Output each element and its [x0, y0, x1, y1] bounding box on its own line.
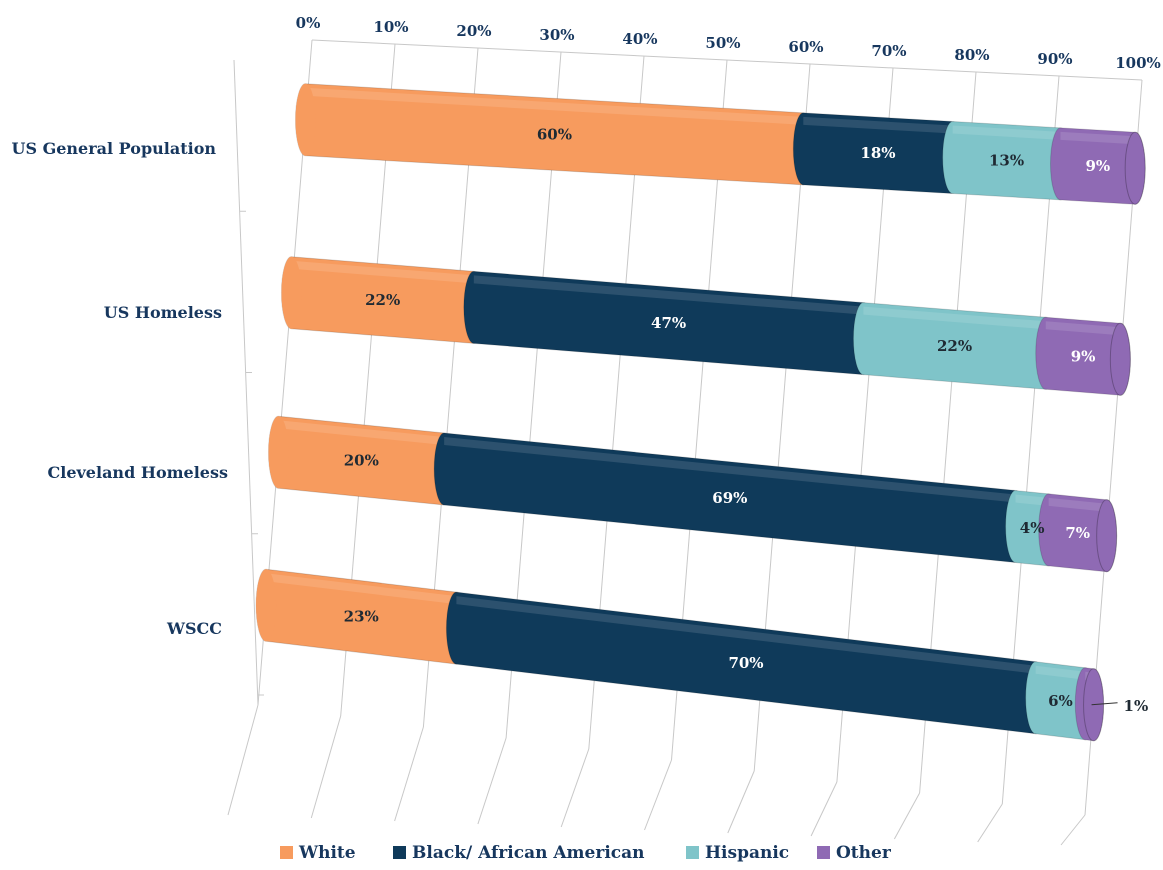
data-label-white: 60%: [537, 125, 572, 143]
bar-group-us-homeless: 22% 47% 22% 9%: [281, 256, 1131, 396]
bar-end-cap: [1096, 499, 1118, 573]
bar-highlight: [863, 306, 1046, 330]
floor-gridline: [810, 781, 838, 837]
bar-highlight: [952, 125, 1061, 140]
x-tick-label: 50%: [705, 34, 740, 52]
bar-highlight: [1035, 665, 1086, 680]
floor-gridline: [310, 715, 342, 819]
bar-highlight: [266, 573, 457, 605]
x-tick-label: 0%: [296, 14, 321, 32]
bar-highlight: [473, 275, 864, 315]
bar-highlight: [1015, 494, 1049, 506]
bars: 60% 18% 13% 9% 22% 47% 22% 9% 20% 69% 4% 7% 23% 70% 6%…: [255, 83, 1149, 742]
x-tick-label: 80%: [954, 46, 989, 64]
bar-highlight: [291, 260, 474, 284]
bar-highlight: [803, 116, 953, 134]
bar-end-cap: [1109, 322, 1131, 396]
bar-highlight: [1060, 131, 1136, 145]
label-leader-line: [1091, 702, 1118, 706]
legend-swatch: [393, 846, 406, 859]
floor-gridline: [560, 748, 590, 828]
bar-end-cap: [1124, 131, 1146, 205]
data-label-other: 9%: [1071, 347, 1096, 365]
legend-item-other: Other: [817, 843, 892, 863]
category-label-wscc: WSCC: [166, 619, 222, 638]
data-label-black-african-american: 69%: [712, 489, 747, 507]
bar-group-cleveland-homeless: 20% 69% 4% 7%: [268, 415, 1118, 573]
data-label-black-african-american: 18%: [860, 144, 895, 162]
bar-highlight: [278, 420, 445, 445]
data-label-hispanic: 4%: [1020, 519, 1045, 537]
data-label-hispanic: 22%: [937, 337, 972, 355]
data-label-black-african-american: 47%: [651, 314, 686, 332]
legend-label: White: [298, 843, 356, 863]
data-label-white: 22%: [365, 291, 400, 309]
data-label-white: 23%: [344, 608, 379, 626]
x-tick-label: 10%: [373, 18, 408, 36]
legend-item-white: White: [280, 843, 356, 863]
category-label-cleveland-homeless: Cleveland Homeless: [48, 463, 228, 482]
legend-swatch: [817, 846, 830, 859]
floor-gridline: [477, 737, 507, 825]
legend-label: Other: [836, 843, 892, 863]
floor-gridline: [644, 759, 672, 831]
y-axis-line: [233, 59, 259, 706]
floor-gridline: [1060, 814, 1086, 846]
x-tick-label: 60%: [788, 38, 823, 56]
category-label-us-homeless: US Homeless: [104, 303, 222, 322]
x-axis-ticks: 0% 10% 20% 30% 40% 50% 60% 70% 80% 90% 100%: [296, 14, 1161, 72]
floor-gridline: [227, 704, 259, 816]
legend-swatch: [686, 846, 699, 859]
bar-start-cap: [281, 256, 302, 329]
data-label-hispanic: 13%: [989, 152, 1024, 170]
data-label-other: 7%: [1065, 524, 1090, 542]
legend-label: Black/ African American: [412, 843, 645, 863]
x-tick-label: 30%: [539, 26, 574, 44]
bar-start-cap: [295, 83, 316, 156]
bar-start-cap: [256, 569, 277, 642]
x-tick-label: 40%: [622, 30, 657, 48]
data-label-other: 1%: [1124, 697, 1149, 715]
x-tick-label: 90%: [1037, 50, 1072, 68]
legend-label: Hispanic: [705, 843, 789, 863]
bar-highlight: [1045, 321, 1121, 336]
floor-gridline: [893, 792, 921, 840]
data-label-other: 9%: [1085, 157, 1110, 175]
legend-item-hispanic: Hispanic: [686, 843, 789, 863]
x-tick-label: 20%: [456, 22, 491, 40]
x-tick-label: 70%: [871, 42, 906, 60]
bar-highlight: [1048, 497, 1107, 512]
data-label-white: 20%: [344, 452, 379, 470]
data-label-black-african-american: 70%: [728, 654, 763, 672]
bar-start-cap: [268, 416, 289, 489]
legend-item-black-african-american: Black/ African American: [393, 843, 645, 863]
x-tick-label: 100%: [1115, 54, 1161, 72]
bar-group-us-general-population: 60% 18% 13% 9%: [295, 83, 1146, 205]
bar-group-wscc: 23% 70% 6% 1%: [255, 568, 1149, 742]
floor-gridline: [977, 803, 1003, 843]
bar-highlight: [456, 596, 1036, 674]
legend: White Black/ African American Hispanic Othe…: [280, 843, 892, 863]
bar-highlight: [305, 87, 804, 125]
data-label-hispanic: 6%: [1048, 692, 1073, 710]
category-label-us-general-population: US General Population: [12, 139, 217, 158]
legend-swatch: [280, 846, 293, 859]
bar-highlight: [444, 436, 1016, 503]
category-labels: US General Population US Homeless Clevelan…: [12, 139, 229, 638]
floor-gridline: [394, 726, 424, 822]
floor-gridline: [727, 770, 755, 834]
